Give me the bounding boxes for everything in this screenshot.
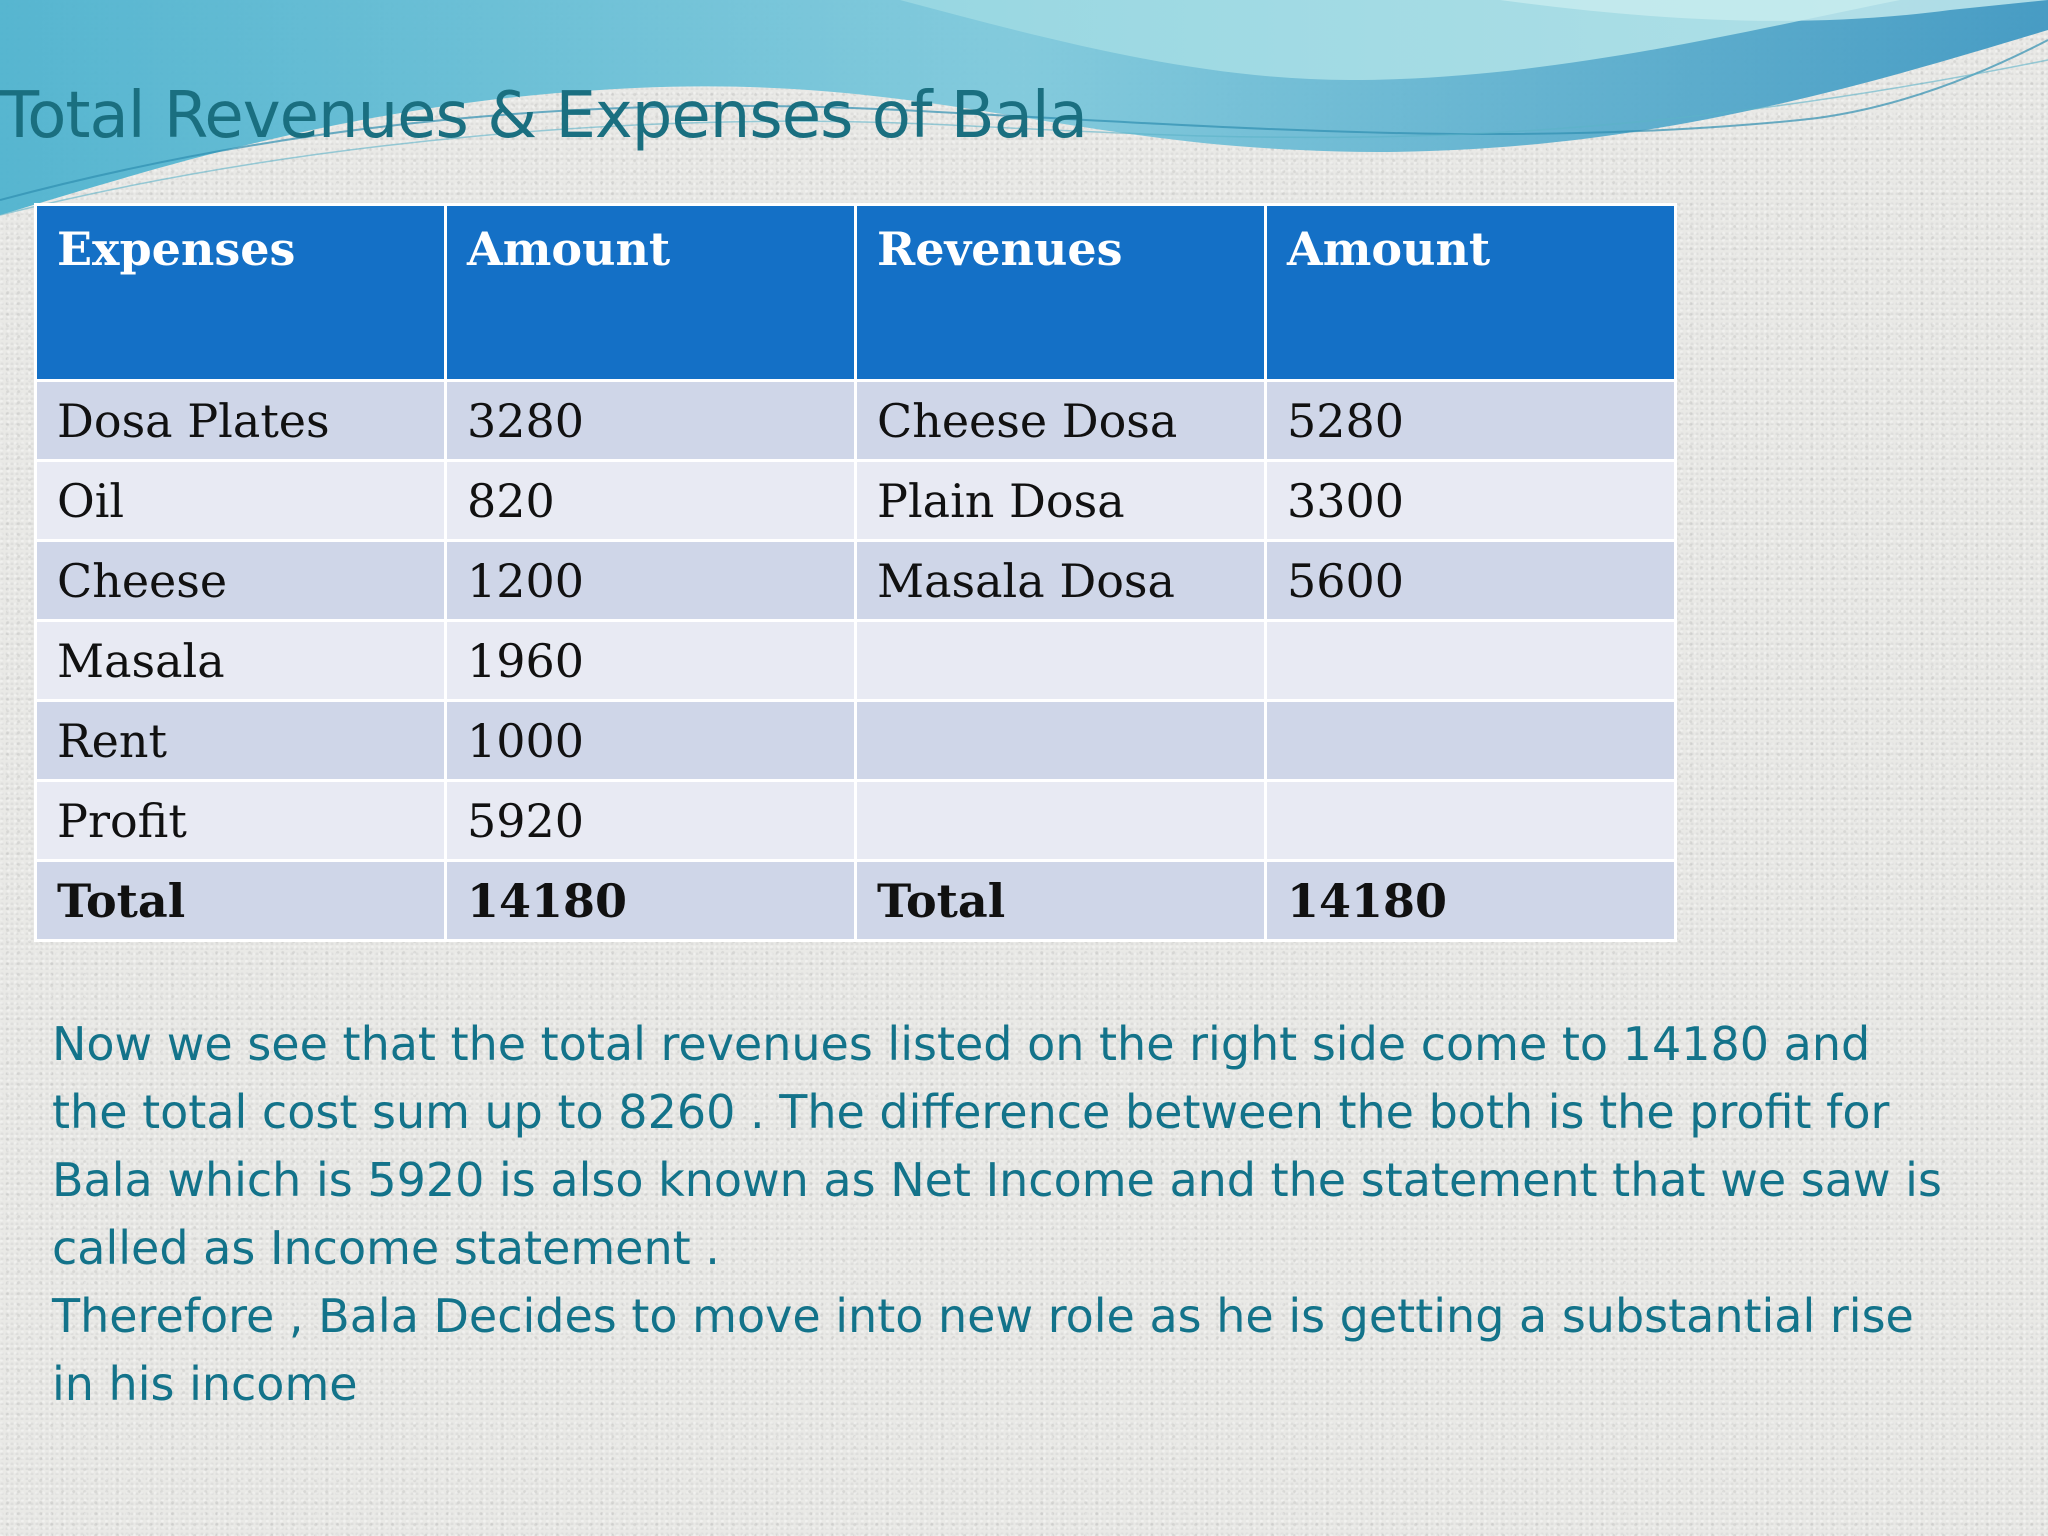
expense-name: Oil <box>34 459 447 542</box>
explanation-paragraph-2: Therefore , Bala Decides to move into ne… <box>52 1289 1914 1411</box>
header-expenses-amount: Amount <box>444 203 857 382</box>
table-row: Masala 1960 <box>34 619 1677 702</box>
table-header-row: Expenses Amount Revenues Amount <box>34 203 1677 382</box>
expense-amount: 1000 <box>444 699 857 782</box>
revenue-name <box>854 779 1267 862</box>
decorative-wave-banner <box>0 0 2048 216</box>
expense-name: Masala <box>34 619 447 702</box>
revenue-total-label: Total <box>854 859 1267 942</box>
revenue-amount <box>1264 619 1677 702</box>
revenue-amount <box>1264 699 1677 782</box>
revenue-amount <box>1264 779 1677 862</box>
explanation-paragraph-1: Now we see that the total revenues liste… <box>52 1017 1942 1275</box>
expense-amount: 5920 <box>444 779 857 862</box>
table-row: Cheese 1200 Masala Dosa 5600 <box>34 539 1677 622</box>
revenue-amount: 3300 <box>1264 459 1677 542</box>
header-expenses: Expenses <box>34 203 447 382</box>
header-revenues-amount: Amount <box>1264 203 1677 382</box>
revenue-expense-table: Expenses Amount Revenues Amount Dosa Pla… <box>34 203 1677 942</box>
revenue-expense-table-container: Expenses Amount Revenues Amount Dosa Pla… <box>34 203 1677 942</box>
expense-amount: 1200 <box>444 539 857 622</box>
expense-name: Dosa Plates <box>34 379 447 462</box>
expense-name: Rent <box>34 699 447 782</box>
revenue-name: Cheese Dosa <box>854 379 1267 462</box>
expense-amount: 1960 <box>444 619 857 702</box>
expense-amount: 3280 <box>444 379 857 462</box>
revenue-name: Plain Dosa <box>854 459 1267 542</box>
expense-total-amount: 14180 <box>444 859 857 942</box>
expense-name: Profit <box>34 779 447 862</box>
slide-title: Total Revenues & Expenses of Bala <box>0 79 1088 153</box>
revenue-name <box>854 699 1267 782</box>
revenue-name <box>854 619 1267 702</box>
table-row: Rent 1000 <box>34 699 1677 782</box>
header-revenues: Revenues <box>854 203 1267 382</box>
expense-amount: 820 <box>444 459 857 542</box>
revenue-name: Masala Dosa <box>854 539 1267 622</box>
table-total-row: Total 14180 Total 14180 <box>34 859 1677 942</box>
explanation-text: Now we see that the total revenues liste… <box>52 1010 1952 1418</box>
revenue-amount: 5280 <box>1264 379 1677 462</box>
revenue-total-amount: 14180 <box>1264 859 1677 942</box>
table-row: Dosa Plates 3280 Cheese Dosa 5280 <box>34 379 1677 462</box>
expense-total-label: Total <box>34 859 447 942</box>
table-row: Oil 820 Plain Dosa 3300 <box>34 459 1677 542</box>
revenue-amount: 5600 <box>1264 539 1677 622</box>
table-row: Profit 5920 <box>34 779 1677 862</box>
expense-name: Cheese <box>34 539 447 622</box>
